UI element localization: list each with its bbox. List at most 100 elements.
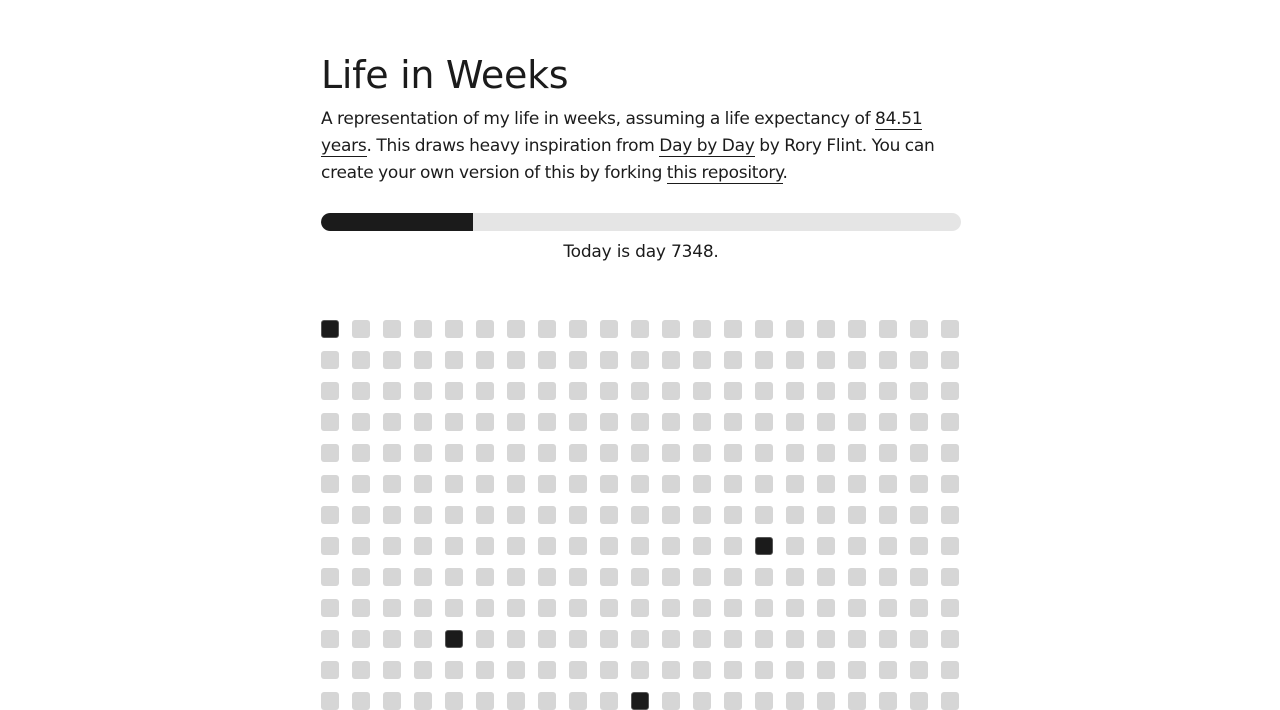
- week-cell[interactable]: [910, 444, 928, 462]
- week-cell[interactable]: [476, 506, 494, 524]
- week-cell[interactable]: [786, 444, 804, 462]
- week-cell[interactable]: [321, 506, 339, 524]
- week-cell[interactable]: [941, 568, 959, 586]
- week-cell[interactable]: [445, 599, 463, 617]
- week-cell[interactable]: [693, 568, 711, 586]
- week-cell[interactable]: [383, 537, 401, 555]
- week-cell[interactable]: [631, 413, 649, 431]
- week-cell[interactable]: [321, 599, 339, 617]
- week-cell[interactable]: [507, 537, 525, 555]
- week-cell[interactable]: [476, 475, 494, 493]
- week-cell[interactable]: [476, 382, 494, 400]
- week-cell[interactable]: [569, 320, 587, 338]
- week-cell[interactable]: [848, 537, 866, 555]
- week-cell[interactable]: [817, 692, 835, 710]
- week-cell[interactable]: [755, 351, 773, 369]
- week-cell[interactable]: [724, 320, 742, 338]
- week-cell[interactable]: [569, 475, 587, 493]
- week-cell[interactable]: [941, 475, 959, 493]
- week-cell[interactable]: [538, 351, 556, 369]
- week-cell[interactable]: [662, 413, 680, 431]
- week-cell[interactable]: [507, 475, 525, 493]
- week-cell[interactable]: [755, 506, 773, 524]
- week-cell[interactable]: [414, 599, 432, 617]
- week-cell[interactable]: [817, 630, 835, 648]
- week-cell[interactable]: [476, 661, 494, 679]
- week-cell[interactable]: [910, 320, 928, 338]
- week-cell[interactable]: [445, 692, 463, 710]
- week-cell[interactable]: [848, 444, 866, 462]
- week-cell[interactable]: [476, 413, 494, 431]
- week-cell[interactable]: [848, 599, 866, 617]
- week-cell[interactable]: [786, 413, 804, 431]
- week-cell[interactable]: [786, 506, 804, 524]
- week-cell[interactable]: [538, 320, 556, 338]
- week-cell[interactable]: [910, 351, 928, 369]
- week-cell[interactable]: [786, 692, 804, 710]
- week-cell[interactable]: [538, 475, 556, 493]
- week-cell[interactable]: [383, 630, 401, 648]
- week-cell[interactable]: [414, 382, 432, 400]
- week-cell[interactable]: [941, 661, 959, 679]
- week-cell[interactable]: [507, 320, 525, 338]
- week-cell[interactable]: [693, 506, 711, 524]
- week-cell[interactable]: [507, 661, 525, 679]
- week-cell[interactable]: [352, 320, 370, 338]
- week-cell[interactable]: [445, 444, 463, 462]
- week-cell[interactable]: [321, 661, 339, 679]
- week-cell[interactable]: [631, 351, 649, 369]
- week-cell[interactable]: [755, 692, 773, 710]
- week-cell[interactable]: [693, 475, 711, 493]
- week-cell[interactable]: [848, 351, 866, 369]
- week-cell[interactable]: [383, 475, 401, 493]
- week-cell[interactable]: [352, 661, 370, 679]
- week-cell[interactable]: [724, 661, 742, 679]
- week-cell[interactable]: [786, 320, 804, 338]
- week-cell[interactable]: [414, 475, 432, 493]
- week-cell[interactable]: [693, 537, 711, 555]
- week-cell[interactable]: [662, 506, 680, 524]
- week-cell[interactable]: [383, 382, 401, 400]
- week-cell[interactable]: [786, 630, 804, 648]
- week-cell[interactable]: [879, 599, 897, 617]
- week-cell[interactable]: [600, 692, 618, 710]
- week-cell[interactable]: [383, 320, 401, 338]
- week-cell[interactable]: [817, 351, 835, 369]
- week-cell[interactable]: [693, 692, 711, 710]
- week-cell[interactable]: [414, 413, 432, 431]
- week-cell[interactable]: [724, 537, 742, 555]
- week-cell[interactable]: [538, 537, 556, 555]
- week-cell[interactable]: [755, 630, 773, 648]
- week-cell-filled[interactable]: [321, 320, 339, 338]
- week-cell[interactable]: [848, 413, 866, 431]
- week-cell[interactable]: [693, 382, 711, 400]
- week-cell[interactable]: [445, 537, 463, 555]
- week-cell[interactable]: [538, 630, 556, 648]
- week-cell[interactable]: [631, 599, 649, 617]
- week-cell[interactable]: [631, 444, 649, 462]
- week-cell[interactable]: [507, 568, 525, 586]
- repository-link[interactable]: this repository: [666, 163, 783, 184]
- week-cell[interactable]: [476, 320, 494, 338]
- week-cell[interactable]: [879, 320, 897, 338]
- week-cell[interactable]: [538, 413, 556, 431]
- day-by-day-link[interactable]: Day by Day: [659, 136, 755, 157]
- week-cell[interactable]: [910, 413, 928, 431]
- week-cell[interactable]: [941, 506, 959, 524]
- week-cell[interactable]: [786, 661, 804, 679]
- week-cell[interactable]: [600, 444, 618, 462]
- week-cell[interactable]: [352, 692, 370, 710]
- week-cell[interactable]: [879, 413, 897, 431]
- week-cell[interactable]: [724, 475, 742, 493]
- week-cell[interactable]: [631, 320, 649, 338]
- week-cell[interactable]: [507, 599, 525, 617]
- week-cell[interactable]: [383, 351, 401, 369]
- week-cell[interactable]: [910, 568, 928, 586]
- week-cell[interactable]: [507, 630, 525, 648]
- week-cell[interactable]: [755, 599, 773, 617]
- week-cell[interactable]: [848, 630, 866, 648]
- week-cell[interactable]: [445, 506, 463, 524]
- week-cell[interactable]: [600, 475, 618, 493]
- week-cell[interactable]: [786, 599, 804, 617]
- week-cell[interactable]: [724, 382, 742, 400]
